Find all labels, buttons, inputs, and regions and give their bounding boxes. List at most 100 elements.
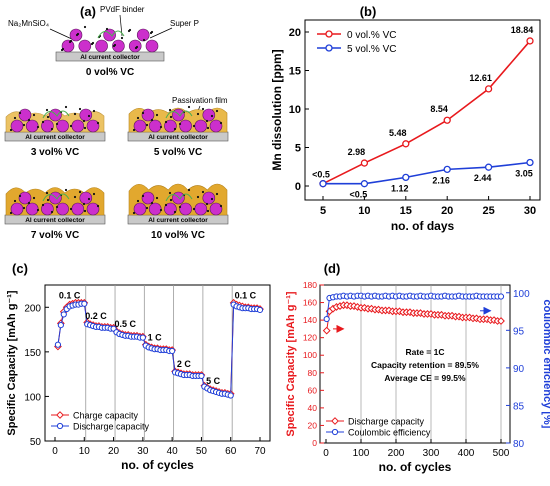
active-particle	[148, 202, 162, 216]
carbon-dot	[155, 196, 159, 200]
data-point	[526, 158, 534, 167]
active-particle	[141, 108, 155, 122]
collector-label: Al current collector	[148, 134, 208, 141]
carbon-dot	[46, 198, 50, 202]
data-point	[484, 85, 493, 93]
data-label: 2.98	[348, 147, 366, 157]
active-particle	[56, 119, 69, 133]
y-tick-label: 180	[303, 280, 317, 290]
carbon-dot	[36, 125, 40, 129]
carbon-dot	[46, 115, 50, 119]
x-tick-label: 0	[323, 448, 329, 459]
x-axis-label: no. of days	[391, 219, 455, 233]
active-particle	[79, 108, 93, 122]
carbon-dot	[205, 119, 209, 123]
active-particle	[164, 119, 177, 133]
data-point	[322, 326, 331, 335]
electrode-cell: Al current collector 5 vol% VC	[127, 105, 229, 158]
active-particle	[49, 108, 62, 122]
data-point	[57, 322, 64, 329]
legend-label: Charge capacity	[73, 411, 139, 421]
carbon-dot	[173, 127, 177, 131]
carbon-dot	[61, 47, 65, 51]
carbon-dot	[120, 36, 124, 40]
data-label: <0.5	[350, 190, 368, 200]
carbon-dot	[69, 39, 73, 43]
data-point	[497, 293, 505, 300]
carbon-dot	[45, 108, 49, 112]
x-tick-label: 10	[358, 205, 370, 217]
carbon-dot	[150, 118, 154, 122]
x-tick-label: 15	[400, 205, 412, 217]
y2-axis-label: coulombic efficiency [%]	[541, 300, 550, 429]
carbon-dot	[187, 105, 191, 109]
plot-frame	[44, 284, 271, 442]
carbon-dot	[178, 122, 182, 126]
carbon-dot	[219, 204, 223, 208]
y-tick-label: 50	[30, 437, 42, 448]
carbon-dot	[55, 205, 59, 209]
carbon-dot	[87, 114, 91, 118]
binder-strand	[165, 110, 193, 119]
legend-label: 0 vol.% VC	[347, 30, 396, 41]
legend-marker	[331, 417, 339, 425]
carbon-dot	[141, 194, 145, 198]
carbon-dot	[155, 113, 159, 117]
data-point	[169, 347, 176, 355]
active-particle	[41, 119, 54, 133]
cell-caption: 5 vol% VC	[154, 147, 202, 158]
carbon-dot	[136, 199, 140, 203]
legend-label: 5 vol.% VC	[347, 44, 396, 55]
x-tick-label: 20	[441, 205, 453, 217]
data-point	[227, 392, 234, 399]
active-particle	[141, 191, 155, 205]
collector-label: Al current collector	[80, 54, 140, 61]
binder-strand	[42, 110, 70, 119]
data-point	[402, 173, 410, 182]
carbon-dot	[18, 194, 22, 198]
active-particle	[202, 108, 216, 122]
carbon-dot	[96, 121, 100, 125]
data-label: 3.05	[515, 169, 533, 179]
annotation: Average CE = 99.5%	[384, 373, 466, 383]
active-particle	[148, 119, 162, 133]
electrode-cell: Al current collector 10 vol% VC	[127, 183, 229, 241]
rate-label: 2 C	[177, 359, 192, 369]
data-point	[60, 311, 67, 318]
active-particle	[86, 202, 100, 216]
carbon-dot	[22, 206, 26, 210]
carbon-dot	[201, 190, 205, 194]
x-tick-label: 30	[137, 446, 149, 457]
y-tick-label: 20	[289, 27, 301, 39]
y2-tick-label: 95	[513, 326, 525, 337]
data-point	[319, 180, 327, 188]
carbon-dot	[64, 105, 68, 109]
electrode-cell: Al current collector 3 vol% VC	[4, 105, 106, 158]
active-particle	[128, 39, 142, 53]
x-axis-label: no. of cycles	[379, 460, 452, 474]
y-tick-label: 20	[308, 420, 318, 430]
x-tick-label: 100	[353, 448, 370, 459]
carbon-dot	[41, 203, 45, 207]
legend-marker	[331, 428, 339, 436]
carbon-dot	[150, 201, 154, 205]
cell-caption: 10 vol% VC	[151, 230, 205, 241]
carbon-dot	[41, 120, 45, 124]
x-tick-label: 300	[423, 448, 440, 459]
y-tick-label: 100	[24, 392, 41, 403]
binder-strand	[97, 30, 125, 39]
carbon-dot	[205, 202, 209, 206]
y-tick-label: 150	[24, 348, 41, 359]
cell-caption: 0 vol% VC	[86, 67, 134, 78]
carbon-dot	[69, 124, 73, 128]
x-tick-label: 50	[196, 446, 208, 457]
collector-label: Al current collector	[148, 217, 208, 224]
active-particle	[49, 191, 62, 205]
data-label: 18.84	[511, 25, 534, 35]
data-point	[497, 317, 505, 325]
carbon-dot	[18, 111, 22, 115]
carbon-dot	[87, 197, 91, 201]
cell-caption: 7 vol% VC	[31, 230, 79, 241]
legend-label: Coulombic efficiency	[348, 428, 431, 438]
collector-label: Al current collector	[25, 217, 85, 224]
